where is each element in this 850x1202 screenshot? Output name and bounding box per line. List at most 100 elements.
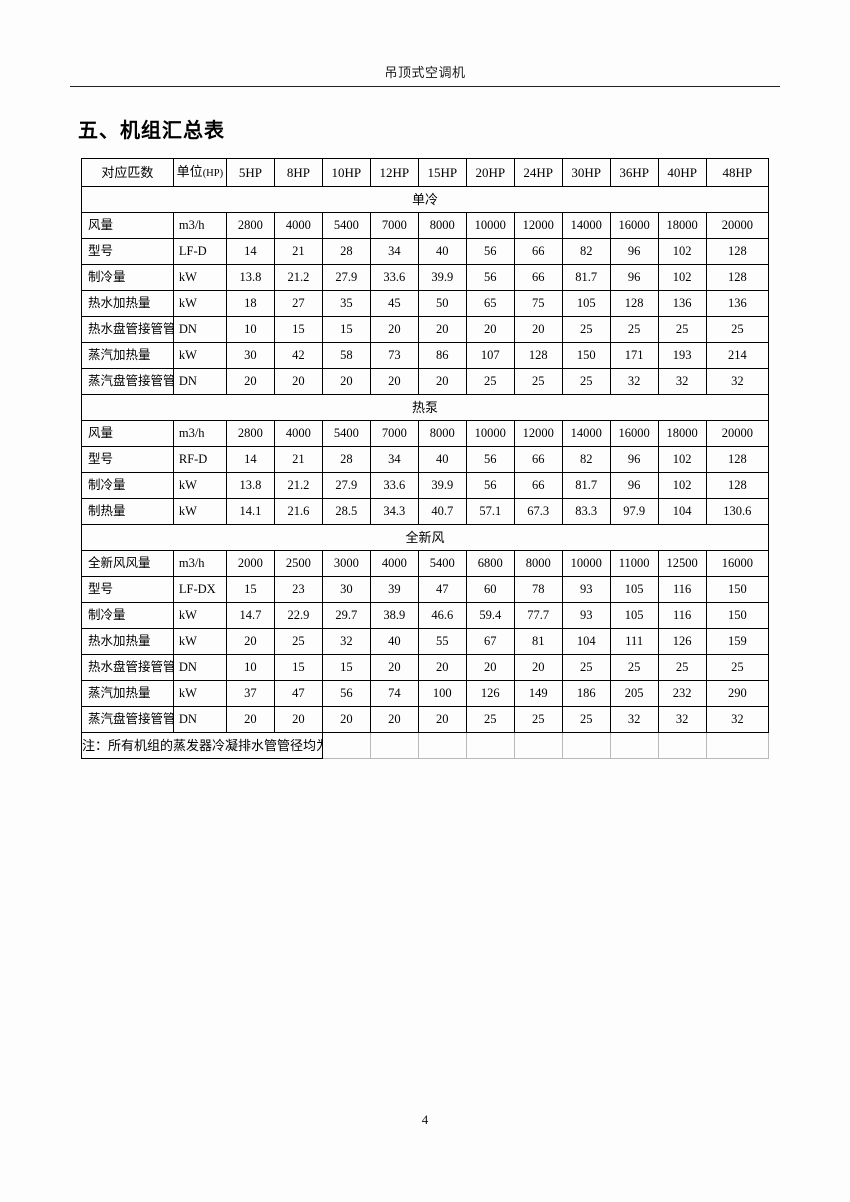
row-value: 33.6 [369,472,419,499]
row-value: 96 [609,472,659,499]
row-value: 13.8 [225,472,275,499]
table-row: 热水盘管接管管径DN1015152020202025252525 [81,316,770,343]
row-value: 3000 [321,550,371,577]
table-row: 风量 m3/h 2800 4000 5400 7000 8000 10000 12000 1400… [81,212,770,239]
row-value: 21.2 [273,472,323,499]
row-unit: m3/h [172,212,227,239]
row-value: 96 [609,264,659,291]
row-value: 59.4 [465,602,515,629]
row-value: 136 [657,290,707,317]
table-row: 蒸汽加热量 kW 30 42 58 73 86 107 128 150 171 193 214 [81,342,770,369]
row-value: 25 [513,706,563,733]
row-value: 39 [369,576,419,603]
row-value: 8000 [417,420,467,447]
section-title-cell: 全新风 [81,524,769,551]
row-value: 5400 [321,212,371,239]
row-value: 20 [417,316,467,343]
row-value: 15 [273,654,323,681]
row-value: 28 [321,446,371,473]
row-value: 20 [369,316,419,343]
row-value: 128 [705,446,770,473]
row-value: 81.7 [561,472,611,499]
row-value: 7000 [369,420,419,447]
row-value: 28 [321,238,371,265]
row-label: 型号 [81,238,174,265]
row-value: 40.7 [417,498,467,525]
row-value: 38.9 [369,602,419,629]
row-value: 20 [369,368,419,395]
row-value: 20 [369,706,419,733]
row-value: 32 [321,628,371,655]
row-unit: kW [172,264,227,291]
row-value: 16000 [705,550,770,577]
row-value: 102 [657,472,707,499]
row-value: 25 [705,316,770,343]
row-value: 37 [225,680,275,707]
row-value: 67 [465,628,515,655]
header-capacity-8hp: 8HP [273,158,323,187]
row-value: 20 [417,706,467,733]
row-label: 制热量 [81,498,174,525]
row-value: 2800 [225,420,275,447]
row-value: 86 [417,342,467,369]
row-value: 57.1 [465,498,515,525]
row-unit: kW [172,472,227,499]
row-unit: kW [172,628,227,655]
row-value: 105 [561,290,611,317]
row-value: 128 [609,290,659,317]
header-capacity-48hp: 48HP [705,158,770,187]
table-row: 制冷量 kW 14.7 22.9 29.7 38.9 46.6 59.4 77.7 93 105 11… [81,602,770,629]
row-value: 102 [657,264,707,291]
row-value: 97.9 [609,498,659,525]
row-value: 20 [321,368,371,395]
table-body: 对应匹数 单位(HP) 5HP 8HP 10HP 12HP 15HP 20HP 24HP 30HP… [81,158,770,759]
row-value: 150 [705,576,770,603]
row-value: 4000 [369,550,419,577]
header-divider [70,86,780,87]
row-value: 116 [657,576,707,603]
row-value: 58 [321,342,371,369]
row-value: 83.3 [561,498,611,525]
row-value: 8000 [417,212,467,239]
row-value: 11000 [609,550,659,577]
row-value: 25 [705,654,770,681]
section-header-row: 全新风 [81,524,769,551]
row-value: 40 [369,628,419,655]
table-row: 型号 RF-D 14 21 28 34 40 56 66 82 96 102 128 [81,446,770,473]
row-value: 82 [561,238,611,265]
row-label: 蒸汽盘管接管管径 [81,368,174,395]
row-value: 34 [369,238,419,265]
row-value: 20 [513,654,563,681]
row-value: 23 [273,576,323,603]
row-value: 10 [225,316,275,343]
row-value: 21 [273,446,323,473]
row-value: 150 [705,602,770,629]
row-value: 6800 [465,550,515,577]
row-value: 214 [705,342,770,369]
section-header-row: 单冷 [81,186,769,213]
row-value: 27.9 [321,264,371,291]
row-value: 10000 [465,420,515,447]
row-label: 型号 [81,446,174,473]
row-value: 50 [417,290,467,317]
row-value: 18000 [657,212,707,239]
row-value: 34.3 [369,498,419,525]
row-value: 20 [225,628,275,655]
row-value: 105 [609,602,659,629]
row-unit: LF-D [172,238,227,265]
row-value: 75 [513,290,563,317]
row-value: 20 [513,316,563,343]
row-value: 14000 [561,420,611,447]
row-value: 39.9 [417,472,467,499]
table-row: 热水盘管接管管径DN1015152020202025252525 [81,654,770,681]
row-value: 32 [657,368,707,395]
row-value: 27 [273,290,323,317]
row-value: 39.9 [417,264,467,291]
table-row: 蒸汽盘管接管管径DN2020202020252525323232 [81,368,770,395]
row-value: 14000 [561,212,611,239]
row-value: 290 [705,680,770,707]
row-value: 29.7 [321,602,371,629]
row-label: 热水盘管接管管径 [81,654,174,681]
row-value: 7000 [369,212,419,239]
row-value: 10000 [465,212,515,239]
